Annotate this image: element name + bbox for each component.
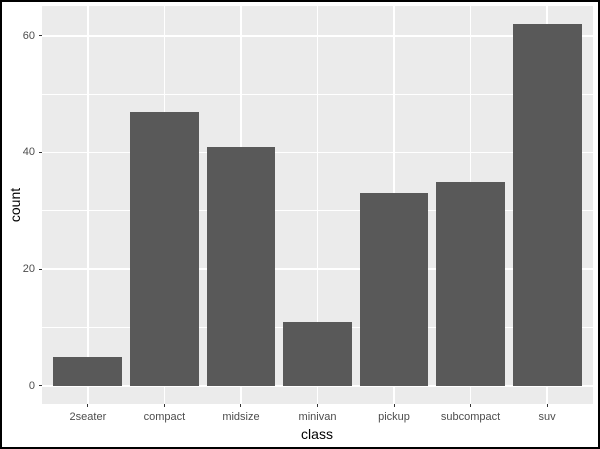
y-axis-title: count (7, 187, 23, 223)
x-tick-label-subcompact: subcompact (440, 411, 501, 423)
bar-minivan (283, 321, 352, 386)
x-tick-mark-midsize (240, 404, 242, 407)
x-tick-label-compact: compact (143, 411, 186, 423)
gridline-x-2seater (87, 6, 89, 404)
x-tick-mark-subcompact (470, 404, 472, 407)
x-tick-mark-minivan (317, 404, 318, 407)
x-tick-mark-suv (546, 404, 548, 407)
bar-subcompact (436, 181, 505, 386)
gridline-x-minivan (316, 6, 319, 404)
bar-compact (130, 111, 199, 386)
x-tick-mark-pickup (393, 404, 395, 407)
y-tick-label-20: 20 (22, 263, 35, 276)
y-tick-label-0: 0 (28, 379, 35, 392)
bar-pickup (359, 193, 429, 386)
x-tick-label-suv: suv (538, 411, 556, 423)
bar-suv (512, 24, 582, 386)
bar-2seater (53, 356, 123, 386)
y-tick-mark-20 (39, 268, 42, 270)
x-tick-label-2seater: 2seater (69, 411, 107, 423)
x-tick-mark-compact (163, 404, 165, 407)
x-tick-label-minivan: minivan (298, 411, 337, 423)
chart-panel (42, 6, 593, 404)
x-tick-label-midsize: midsize (222, 411, 260, 423)
x-tick-mark-2seater (87, 404, 89, 407)
y-tick-mark-60 (39, 35, 42, 37)
y-tick-mark-0 (39, 385, 42, 387)
y-tick-label-40: 40 (22, 146, 35, 159)
x-axis-title: class (301, 426, 333, 442)
y-tick-mark-40 (39, 151, 42, 153)
x-tick-label-pickup: pickup (378, 411, 410, 423)
bar-midsize (206, 146, 276, 386)
y-tick-label-60: 60 (22, 29, 35, 42)
